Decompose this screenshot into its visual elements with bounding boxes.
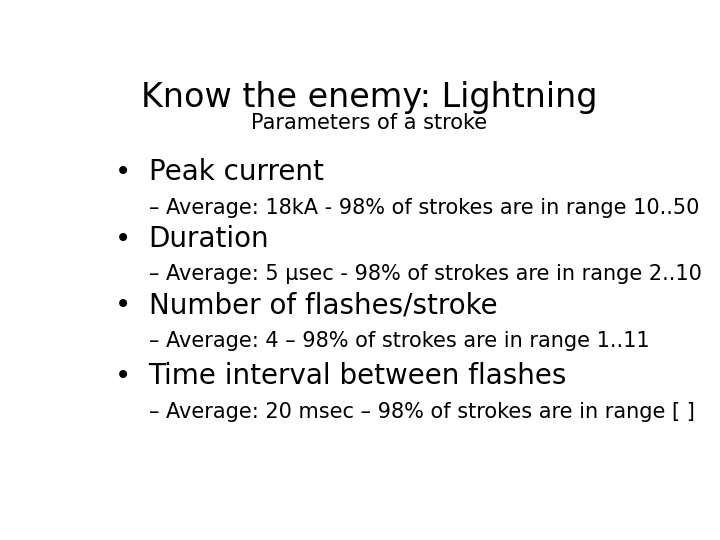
Text: – Average: 4 – 98% of strokes are in range 1..11: – Average: 4 – 98% of strokes are in ran… (148, 331, 649, 351)
Text: – Average: 20 msec – 98% of strokes are in range [ ]: – Average: 20 msec – 98% of strokes are … (148, 402, 695, 422)
Text: Peak current: Peak current (148, 158, 323, 186)
Text: Know the enemy: Lightning: Know the enemy: Lightning (140, 82, 598, 114)
Text: Parameters of a stroke: Parameters of a stroke (251, 113, 487, 133)
Text: •: • (115, 225, 132, 253)
Text: •: • (115, 362, 132, 390)
Text: – Average: 18kA - 98% of strokes are in range 10..50: – Average: 18kA - 98% of strokes are in … (148, 198, 699, 218)
Text: Duration: Duration (148, 225, 269, 253)
Text: •: • (115, 158, 132, 186)
Text: •: • (115, 292, 132, 320)
Text: – Average: 5 μsec - 98% of strokes are in range 2..10: – Average: 5 μsec - 98% of strokes are i… (148, 265, 701, 285)
Text: Time interval between flashes: Time interval between flashes (148, 362, 567, 390)
Text: Number of flashes/stroke: Number of flashes/stroke (148, 292, 498, 320)
